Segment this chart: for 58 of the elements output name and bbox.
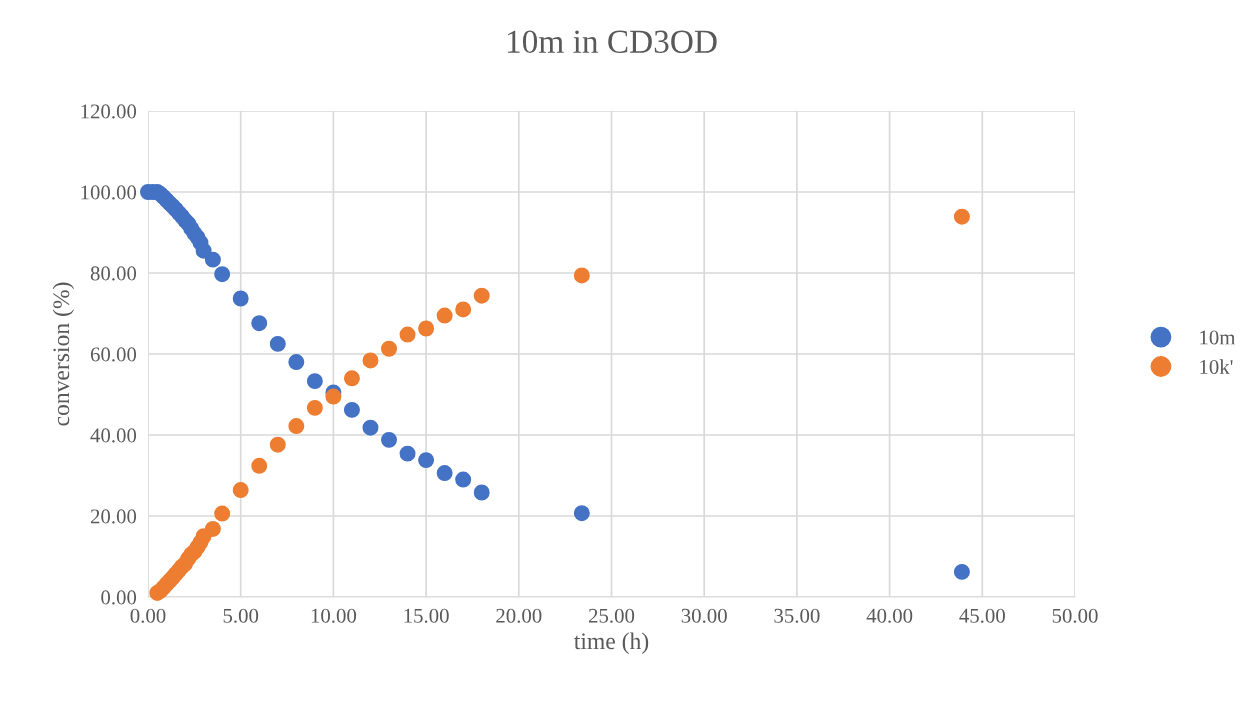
point: [251, 315, 268, 332]
x-axis-title: time (h): [574, 632, 649, 654]
point: [381, 431, 397, 448]
y-tick-label: 120.00: [81, 104, 137, 119]
x-tick-label: 10.00: [311, 608, 357, 623]
point: [232, 482, 249, 499]
point: [306, 373, 323, 390]
point: [953, 563, 970, 580]
x-tick-label: 40.00: [866, 608, 913, 623]
y-axis-title: conversion (%): [52, 282, 75, 426]
point: [251, 457, 268, 474]
x-tick-label: 30.00: [681, 608, 727, 623]
point: [573, 267, 590, 284]
point: [288, 354, 305, 371]
x-tick-label: 45.00: [959, 608, 1005, 623]
point: [362, 419, 379, 436]
y-tick-label: 40.00: [90, 428, 137, 443]
chart-title: 10m in CD3OD: [507, 30, 717, 53]
point: [288, 418, 305, 435]
point: [269, 335, 286, 352]
point: [204, 251, 221, 268]
y-tick-label: 60.00: [90, 347, 137, 362]
point: [399, 326, 416, 343]
point: [343, 401, 360, 418]
point: [381, 340, 397, 357]
point: [214, 266, 231, 283]
point: [399, 445, 416, 462]
legend-label: 10k': [1200, 359, 1233, 374]
point: [269, 436, 286, 453]
point: [362, 352, 379, 369]
x-tick-label: 5.00: [223, 608, 259, 623]
point: [953, 208, 970, 225]
point: [214, 505, 231, 522]
legend-label: 10m: [1200, 330, 1236, 345]
point: [436, 307, 453, 324]
y-tick-label: 80.00: [90, 266, 137, 281]
point: [325, 388, 342, 405]
point: [573, 505, 590, 522]
point: [343, 370, 360, 387]
point: [455, 471, 472, 488]
y-tick-label: 100.00: [81, 185, 137, 200]
y-tick-label: 20.00: [90, 509, 137, 524]
point: [473, 484, 490, 501]
point: [455, 301, 472, 318]
point: [204, 520, 221, 537]
x-tick-label: 25.00: [588, 608, 635, 623]
point: [418, 452, 435, 469]
point: [418, 320, 435, 337]
x-tick-label: 50.00: [1052, 608, 1098, 623]
point: [232, 290, 249, 307]
point: [306, 399, 323, 416]
x-tick-label: 0.00: [130, 608, 166, 623]
x-tick-label: 20.00: [496, 608, 542, 623]
point: [473, 287, 490, 304]
y-tick-label: 0.00: [101, 590, 137, 605]
point: [436, 465, 453, 482]
x-tick-label: 35.00: [774, 608, 820, 623]
x-tick-label: 15.00: [404, 608, 449, 623]
